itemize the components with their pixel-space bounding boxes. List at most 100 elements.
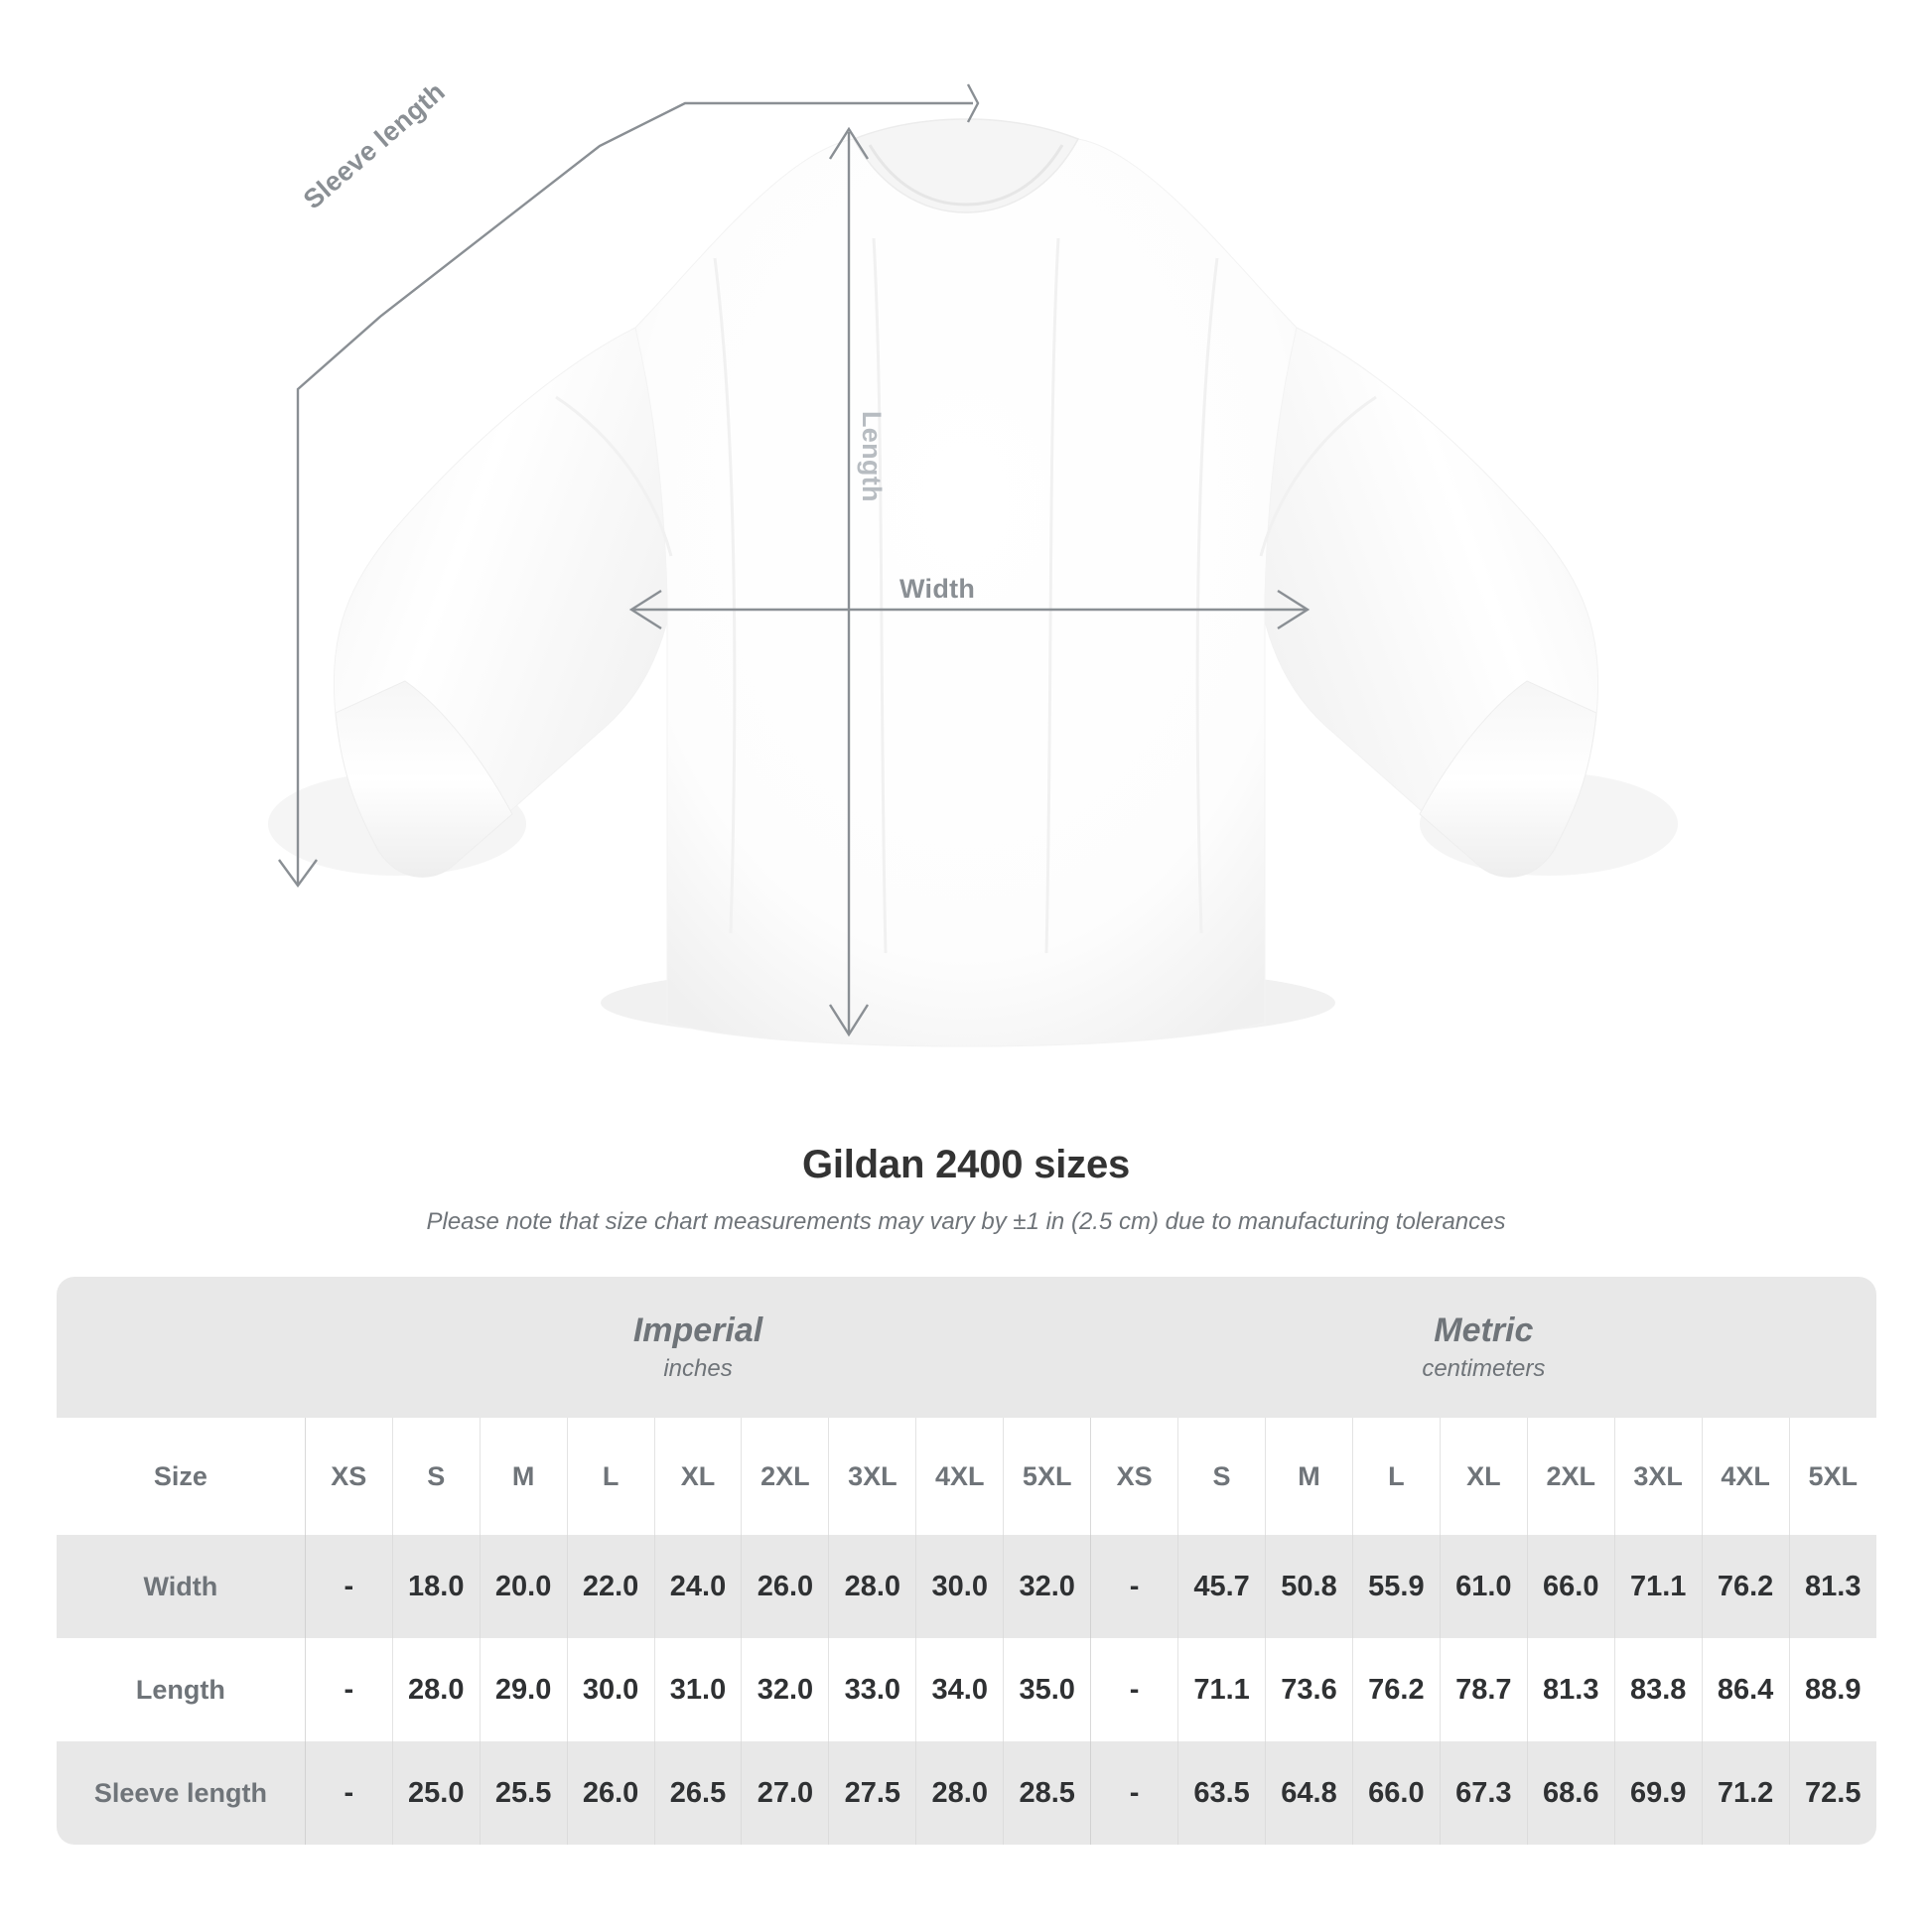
cell-width-metric-l: 55.9 — [1351, 1535, 1441, 1638]
size-header-imperial-xl: XL — [653, 1418, 742, 1535]
unit-group-row: Imperial inches Metric centimeters — [57, 1277, 1876, 1418]
fabric-folds — [555, 237, 1377, 954]
cell-sleeve-metric-2xl: 68.6 — [1526, 1741, 1615, 1845]
cell-length-metric-3xl: 83.8 — [1613, 1638, 1703, 1741]
unit-group-imperial-unit: inches — [663, 1355, 733, 1382]
cell-width-imperial-l: 22.0 — [566, 1535, 655, 1638]
size-header-row: Size XS S M L XL 2XL 3XL 4XL 5XL XS S M … — [57, 1418, 1876, 1535]
table-body: Imperial inches Metric centimeters Size … — [57, 1277, 1876, 1845]
collar-inner — [868, 144, 1064, 207]
cell-width-metric-m: 50.8 — [1265, 1535, 1353, 1638]
size-header-imperial-m: M — [479, 1418, 568, 1535]
size-header-metric-l: L — [1351, 1418, 1441, 1535]
size-header-imperial-2xl: 2XL — [741, 1418, 829, 1535]
cell-width-imperial-5xl: 32.0 — [1003, 1535, 1091, 1638]
cell-width-imperial-2xl: 26.0 — [741, 1535, 829, 1638]
row-label-length: Length — [57, 1638, 306, 1741]
cell-sleeve-imperial-2xl: 27.0 — [741, 1741, 829, 1845]
unit-group-metric: Metric centimeters — [1090, 1277, 1876, 1418]
cell-length-imperial-3xl: 33.0 — [828, 1638, 916, 1741]
cell-length-imperial-2xl: 32.0 — [741, 1638, 829, 1741]
cell-width-imperial-3xl: 28.0 — [828, 1535, 916, 1638]
cell-sleeve-imperial-5xl: 28.5 — [1003, 1741, 1091, 1845]
cell-width-imperial-s: 18.0 — [391, 1535, 481, 1638]
cell-sleeve-metric-5xl: 72.5 — [1788, 1741, 1876, 1845]
cell-width-metric-xl: 61.0 — [1439, 1535, 1528, 1638]
cell-length-imperial-s: 28.0 — [391, 1638, 481, 1741]
size-header-imperial-s: S — [391, 1418, 481, 1535]
cell-sleeve-imperial-xs: - — [304, 1741, 393, 1845]
cell-sleeve-metric-4xl: 71.2 — [1701, 1741, 1790, 1845]
cell-sleeve-imperial-xl: 26.5 — [653, 1741, 742, 1845]
right-cuff — [1419, 680, 1597, 878]
unit-group-metric-name: Metric — [1434, 1311, 1534, 1349]
row-label-sleeve-length: Sleeve length — [57, 1741, 306, 1845]
unit-group-metric-unit: centimeters — [1422, 1355, 1546, 1382]
cell-sleeve-metric-3xl: 69.9 — [1613, 1741, 1703, 1845]
cell-length-metric-5xl: 88.9 — [1788, 1638, 1876, 1741]
size-header-metric-m: M — [1265, 1418, 1353, 1535]
table-row: Length - 28.0 29.0 30.0 31.0 32.0 33.0 3… — [57, 1638, 1876, 1741]
page-title: Gildan 2400 sizes — [801, 1143, 1131, 1186]
size-header-metric-3xl: 3XL — [1613, 1418, 1703, 1535]
length-label: Length — [857, 411, 887, 502]
garment-diagram: Sleeve length Length Width — [268, 76, 1678, 1047]
size-chart-table: Imperial inches Metric centimeters Size … — [57, 1277, 1876, 1845]
cell-length-imperial-m: 29.0 — [479, 1638, 568, 1741]
sleeve-guide-arrow-bottom — [278, 859, 318, 889]
table-row: Sleeve length - 25.0 25.5 26.0 26.5 27.0… — [57, 1741, 1876, 1845]
cell-width-metric-s: 45.7 — [1177, 1535, 1266, 1638]
size-header-imperial-5xl: 5XL — [1003, 1418, 1091, 1535]
row-label-width: Width — [57, 1535, 306, 1638]
cell-length-metric-xl: 78.7 — [1439, 1638, 1528, 1741]
size-header-imperial-3xl: 3XL — [828, 1418, 916, 1535]
cell-sleeve-imperial-s: 25.0 — [391, 1741, 481, 1845]
cell-width-metric-xs: - — [1090, 1535, 1178, 1638]
cell-length-metric-xs: - — [1090, 1638, 1178, 1741]
cell-length-imperial-l: 30.0 — [566, 1638, 655, 1741]
size-header-metric-4xl: 4XL — [1701, 1418, 1790, 1535]
width-label: Width — [899, 574, 976, 604]
left-cuff — [335, 680, 513, 878]
cell-width-metric-2xl: 66.0 — [1526, 1535, 1615, 1638]
unit-group-imperial: Imperial inches — [305, 1277, 1091, 1418]
cell-sleeve-metric-s: 63.5 — [1177, 1741, 1266, 1845]
size-header-metric-5xl: 5XL — [1788, 1418, 1876, 1535]
size-header-label: Size — [57, 1418, 306, 1535]
cell-length-metric-s: 71.1 — [1177, 1638, 1266, 1741]
cell-length-metric-l: 76.2 — [1351, 1638, 1441, 1741]
cell-sleeve-metric-m: 64.8 — [1265, 1741, 1353, 1845]
cell-length-metric-m: 73.6 — [1265, 1638, 1353, 1741]
cell-sleeve-metric-xl: 67.3 — [1439, 1741, 1528, 1845]
cell-width-imperial-xs: - — [304, 1535, 393, 1638]
cell-width-metric-3xl: 71.1 — [1613, 1535, 1703, 1638]
cell-width-metric-4xl: 76.2 — [1701, 1535, 1790, 1638]
table-row: Width - 18.0 20.0 22.0 24.0 26.0 28.0 30… — [57, 1535, 1876, 1638]
cell-length-imperial-5xl: 35.0 — [1003, 1638, 1091, 1741]
cell-width-imperial-xl: 24.0 — [653, 1535, 742, 1638]
cell-sleeve-imperial-l: 26.0 — [566, 1741, 655, 1845]
width-arrow-left — [628, 589, 662, 630]
cell-sleeve-metric-xs: - — [1090, 1741, 1178, 1845]
cell-length-metric-2xl: 81.3 — [1526, 1638, 1615, 1741]
size-header-metric-xl: XL — [1439, 1418, 1528, 1535]
length-arrow-down — [828, 1004, 870, 1037]
cell-length-imperial-xl: 31.0 — [653, 1638, 742, 1741]
unit-group-imperial-name: Imperial — [632, 1311, 763, 1349]
sleeve-length-guide — [296, 101, 973, 884]
size-header-imperial-4xl: 4XL — [915, 1418, 1004, 1535]
size-header-imperial-l: L — [566, 1418, 655, 1535]
garment-illustration — [268, 83, 1678, 1047]
size-header-imperial-xs: XS — [304, 1418, 393, 1535]
cell-width-imperial-m: 20.0 — [479, 1535, 568, 1638]
unit-spacer-cell — [57, 1277, 306, 1418]
page-subtitle: Please note that size chart measurements… — [426, 1208, 1506, 1235]
cell-sleeve-metric-l: 66.0 — [1351, 1741, 1441, 1845]
size-header-metric-2xl: 2XL — [1526, 1418, 1615, 1535]
size-chart-table-container: Imperial inches Metric centimeters Size … — [57, 1277, 1876, 1845]
size-header-metric-s: S — [1177, 1418, 1266, 1535]
width-arrow-right — [1277, 589, 1311, 630]
measurement-guides — [278, 83, 1311, 1037]
cell-sleeve-imperial-3xl: 27.5 — [828, 1741, 916, 1845]
